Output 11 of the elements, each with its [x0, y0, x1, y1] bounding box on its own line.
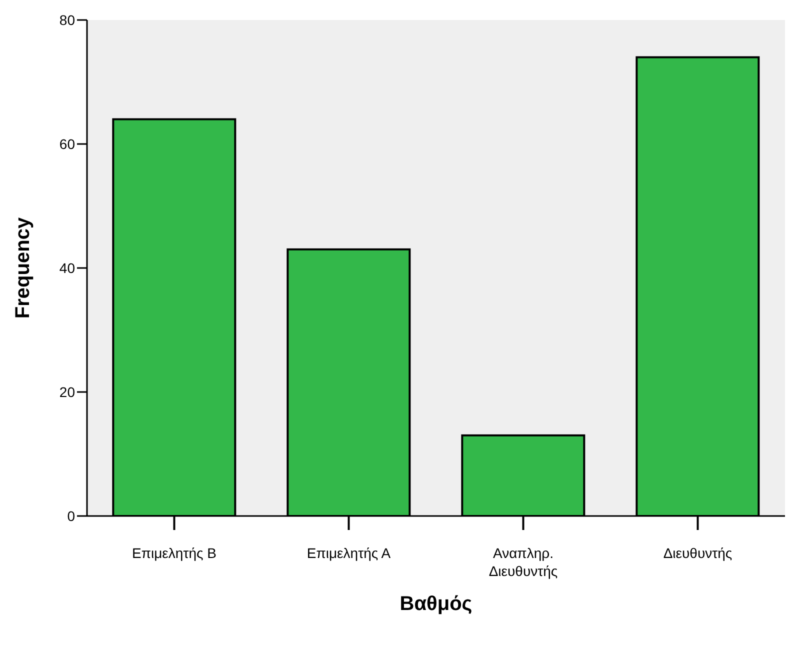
x-axis-title: Βαθμός: [400, 593, 472, 615]
y-tick-label: 40: [59, 260, 76, 276]
x-tick-label: Επιμελητής Β: [132, 545, 216, 561]
y-tick-label: 20: [59, 384, 76, 400]
x-tick-label: Διευθυντής: [663, 545, 732, 561]
y-tick-label: 0: [67, 508, 76, 524]
x-tick-label: Επιμελητής Α: [306, 545, 392, 561]
y-tick-label: 60: [59, 136, 76, 152]
x-tick-label: Αναπληρ. Διευθυντής: [488, 545, 558, 579]
y-tick-label: 80: [59, 12, 76, 28]
y-axis-title: Frequency: [12, 216, 34, 319]
